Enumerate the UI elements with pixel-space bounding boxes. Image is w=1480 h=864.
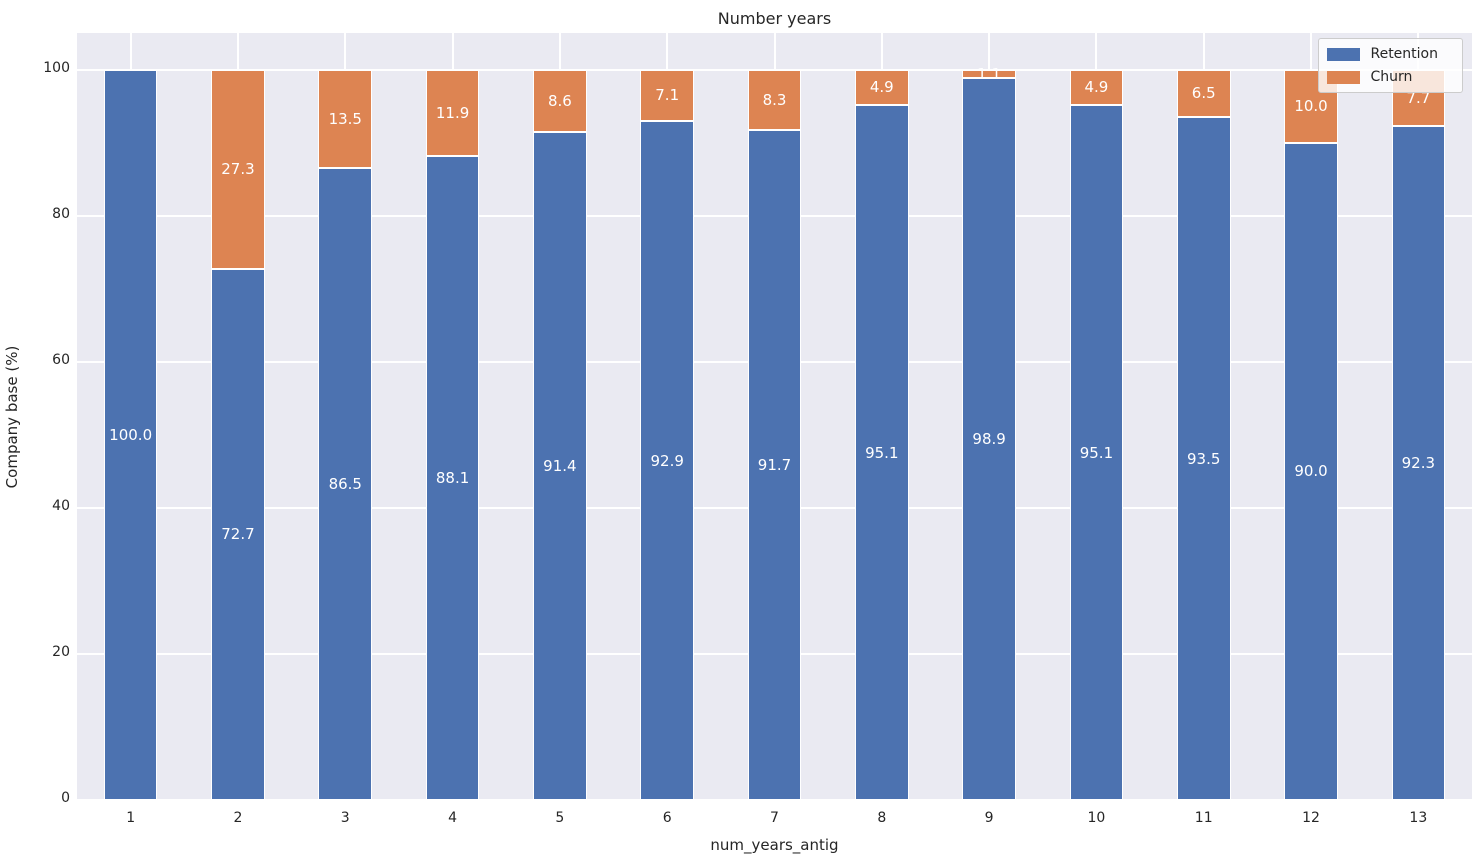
x-tick-label: 11	[1194, 810, 1213, 826]
y-tick-label: 40	[52, 497, 70, 514]
legend-item-churn: Churn	[1327, 69, 1452, 85]
x-tick-label: 2	[233, 810, 243, 826]
bar-segment-churn	[854, 69, 909, 106]
legend-label: Churn	[1370, 69, 1413, 85]
x-tick-label: 12	[1302, 810, 1320, 826]
x-tick-label: 10	[1087, 810, 1106, 826]
bar-segment-churn	[211, 69, 265, 269]
legend-swatch-churn	[1327, 70, 1361, 84]
bar-segment-churn	[1069, 69, 1124, 106]
y-tick-label: 100	[43, 59, 70, 76]
x-tick-label: 3	[340, 810, 350, 826]
x-tick-label: 6	[662, 810, 672, 826]
y-tick-label: 60	[52, 351, 70, 368]
legend-swatch-retention	[1327, 47, 1361, 61]
x-tick-label: 8	[877, 810, 887, 826]
x-tick-label: 13	[1409, 810, 1428, 826]
bar-segment-retention	[533, 132, 587, 800]
plot-area: 100.0 72.7 27.3 86.5 13.5 88.1 11.9 91.4 8.6 92.9…	[77, 33, 1472, 801]
bar-segment-retention	[1391, 125, 1446, 800]
x-tick-label: 5	[555, 810, 565, 826]
legend-item-retention: Retention	[1327, 46, 1452, 62]
bar-segment-retention	[1176, 117, 1231, 800]
x-axis-label: num_years_antig	[710, 836, 839, 854]
legend: Retention Churn	[1318, 38, 1463, 93]
y-tick-label: 0	[61, 790, 70, 806]
chart-title: Number years	[717, 9, 832, 28]
bar-segment-retention	[318, 168, 373, 800]
bar-segment-retention	[1069, 105, 1124, 800]
x-tick-label: 7	[770, 810, 779, 826]
bar-segment-churn	[747, 69, 802, 131]
bar-segment-retention	[640, 121, 694, 800]
x-tick-label: 9	[984, 810, 994, 826]
bar-segment-churn	[640, 69, 694, 122]
bar-segment-retention	[103, 69, 158, 800]
bar-segment-retention	[747, 130, 802, 800]
bar-segment-churn	[1176, 69, 1231, 117]
x-tick-label: 1	[126, 810, 136, 826]
bar-segment-churn	[425, 69, 480, 157]
bar-segment-retention	[962, 77, 1016, 800]
bar-segment-churn	[318, 69, 373, 169]
bar-segment-retention	[425, 156, 480, 800]
gridline-horizontal	[77, 799, 1472, 801]
legend-label: Retention	[1370, 46, 1438, 62]
bar-segment-retention	[1284, 142, 1338, 800]
bar-segment-churn	[962, 69, 1016, 78]
y-tick-label: 80	[52, 205, 70, 222]
y-tick-label: 20	[52, 643, 70, 660]
bar-segment-retention	[854, 105, 909, 800]
x-tick-label: 4	[448, 810, 458, 826]
bar-segment-churn	[533, 69, 587, 133]
bar-segment-retention	[211, 268, 265, 800]
